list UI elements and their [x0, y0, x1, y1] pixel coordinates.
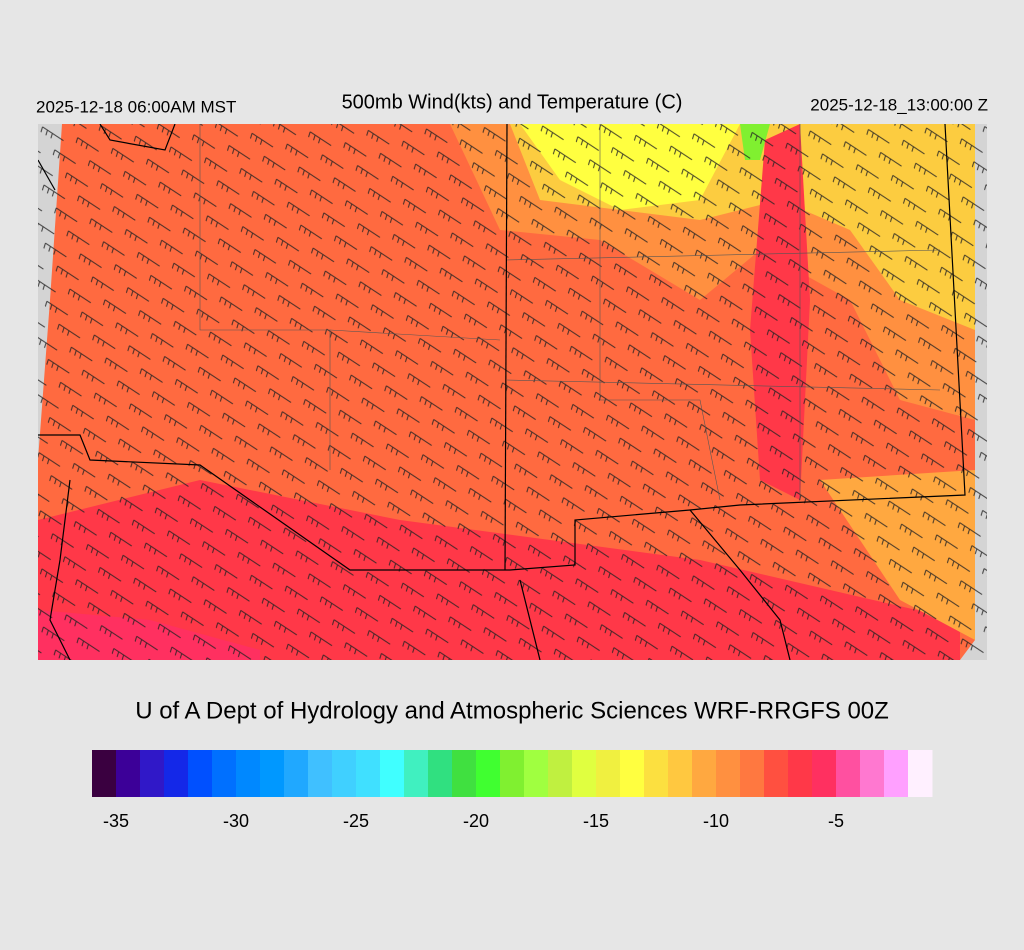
- wind-barbs: [38, 124, 987, 660]
- colorbar-swatch: [596, 750, 621, 797]
- colorbar-tick-label: -5: [828, 811, 844, 831]
- colorbar-swatch: [92, 750, 117, 797]
- footer-title: U of A Dept of Hydrology and Atmospheric…: [135, 697, 889, 724]
- colorbar-swatch: [140, 750, 165, 797]
- colorbar-swatch: [788, 750, 813, 797]
- colorbar-swatch: [860, 750, 885, 797]
- colorbar-swatch: [740, 750, 765, 797]
- colorbar-swatch: [572, 750, 597, 797]
- colorbar-swatch: [380, 750, 405, 797]
- colorbar-tick-label: -25: [343, 811, 369, 831]
- colorbar-tick-label: -35: [103, 811, 129, 831]
- colorbar-tick-label: -20: [463, 811, 489, 831]
- colorbar-swatch: [236, 750, 261, 797]
- map: [38, 124, 987, 660]
- colorbar-tick-label: -30: [223, 811, 249, 831]
- colorbar-swatch: [452, 750, 477, 797]
- borders: [38, 124, 966, 660]
- colorbar-swatch: [764, 750, 789, 797]
- colorbar-swatch: [212, 750, 237, 797]
- colorbar-tick-label: -10: [703, 811, 729, 831]
- colorbar-swatch: [476, 750, 501, 797]
- colorbar-swatch: [836, 750, 861, 797]
- colorbar-swatch: [428, 750, 453, 797]
- colorbar-swatch: [716, 750, 741, 797]
- colorbar-swatch: [164, 750, 189, 797]
- colorbar-tick-label: -15: [583, 811, 609, 831]
- state-lines: [199, 124, 941, 501]
- colorbar-swatch: [116, 750, 141, 797]
- colorbar-swatch: [692, 750, 717, 797]
- map-title: 500mb Wind(kts) and Temperature (C): [342, 91, 683, 113]
- colorbar-swatch: [812, 750, 837, 797]
- colorbar-swatch: [668, 750, 693, 797]
- colorbar-swatch: [500, 750, 525, 797]
- colorbar-swatch: [284, 750, 309, 797]
- colorbar-swatch: [884, 750, 909, 797]
- colorbar-swatch: [908, 750, 933, 797]
- valid-time-local: 2025-12-18 06:00AM MST: [36, 97, 236, 116]
- colorbar-swatch: [404, 750, 429, 797]
- colorbar-swatch: [620, 750, 645, 797]
- colorbar: -35 -30 -25 -20 -15 -10 -5: [92, 750, 933, 831]
- colorbar-swatch: [260, 750, 285, 797]
- colorbar-swatch: [644, 750, 669, 797]
- colorbar-swatch: [308, 750, 333, 797]
- valid-time-utc: 2025-12-18_13:00:00 Z: [810, 95, 988, 114]
- colorbar-swatch: [356, 750, 381, 797]
- colorbar-swatch: [524, 750, 549, 797]
- colorbar-swatch: [188, 750, 213, 797]
- colorbar-swatch: [548, 750, 573, 797]
- colorbar-swatch: [332, 750, 357, 797]
